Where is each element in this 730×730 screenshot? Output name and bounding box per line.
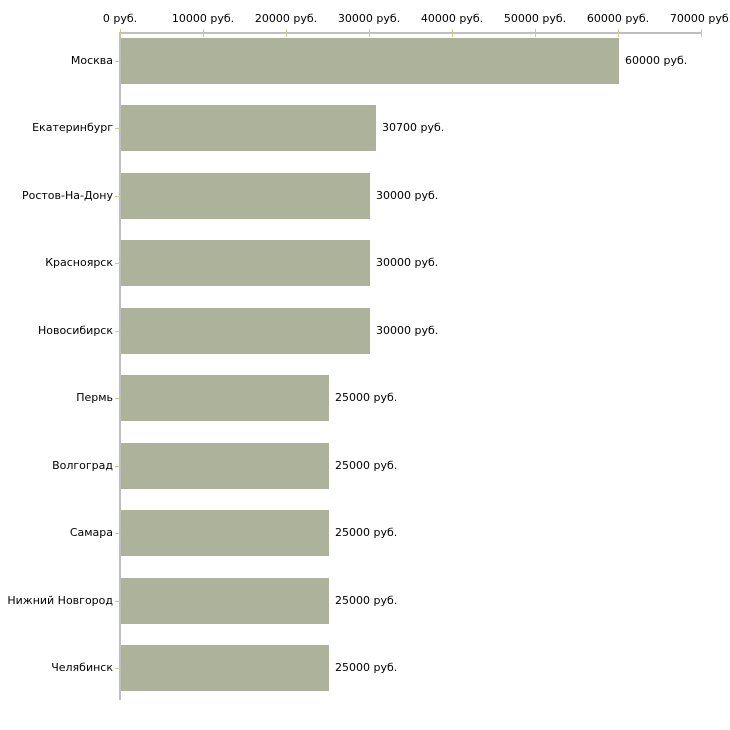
x-axis-tick-label: 70000 руб. [669,12,730,25]
category-tick [115,668,124,669]
y-axis-line [119,32,121,700]
category-tick [115,533,124,534]
category-label: Волгоград [52,458,113,472]
bar [121,510,329,556]
bar-value-label: 30700 руб. [382,121,445,134]
x-axis-tick-label: 60000 руб. [586,12,650,25]
category-label: Ростов-На-Дону [21,188,113,202]
bar [121,172,370,219]
bar [121,37,619,84]
x-axis-tick [452,29,453,37]
category-tick [115,263,124,264]
x-axis-tick [535,29,536,37]
category-label: Челябинск [51,661,113,674]
category-tick [115,331,124,332]
category-tick [115,128,124,129]
bar [121,307,370,354]
bar-value-label: 25000 руб. [335,526,398,539]
x-axis-line [120,32,702,34]
bar-value-label: 60000 руб. [625,53,688,67]
bar-value-label: 30000 руб. [376,323,439,337]
bar [121,645,329,691]
category-tick [115,196,124,197]
bar-value-label: 25000 руб. [335,458,398,472]
x-axis-tick [286,29,287,37]
bar-value-label: 25000 руб. [335,391,398,404]
category-tick [115,398,124,399]
x-axis-tick-label: 30000 руб. [337,12,401,25]
bar-value-label: 25000 руб. [335,593,398,607]
x-axis-tick [369,29,370,37]
bar-value-label: 30000 руб. [376,188,439,202]
x-axis-tick [120,29,121,37]
category-label: Новосибирск [37,323,113,337]
bar-value-label: 25000 руб. [335,661,398,674]
x-axis-tick-label: 40000 руб. [420,12,484,25]
category-tick [115,61,124,62]
category-label: Екатеринбург [32,121,113,134]
bar [121,442,329,489]
bar [121,375,329,421]
x-axis-tick-label: 50000 руб. [503,12,567,25]
bar-value-label: 30000 руб. [376,256,439,269]
x-axis-tick-label: 20000 руб. [254,12,318,25]
x-axis-tick [618,29,619,37]
x-axis-tick [203,29,204,37]
x-axis-tick [701,29,702,37]
category-label: Пермь [76,391,113,404]
bar [121,240,370,286]
category-label: Самара [69,526,113,539]
x-axis-tick-label: 0 руб. [102,12,138,25]
bar [121,577,329,624]
x-axis-tick-label: 10000 руб. [171,12,235,25]
category-tick [115,601,124,602]
bar [121,105,376,151]
category-label: Москва [70,53,113,67]
category-tick [115,466,124,467]
category-label: Красноярск [45,256,113,269]
category-label: Нижний Новгород [7,593,113,607]
